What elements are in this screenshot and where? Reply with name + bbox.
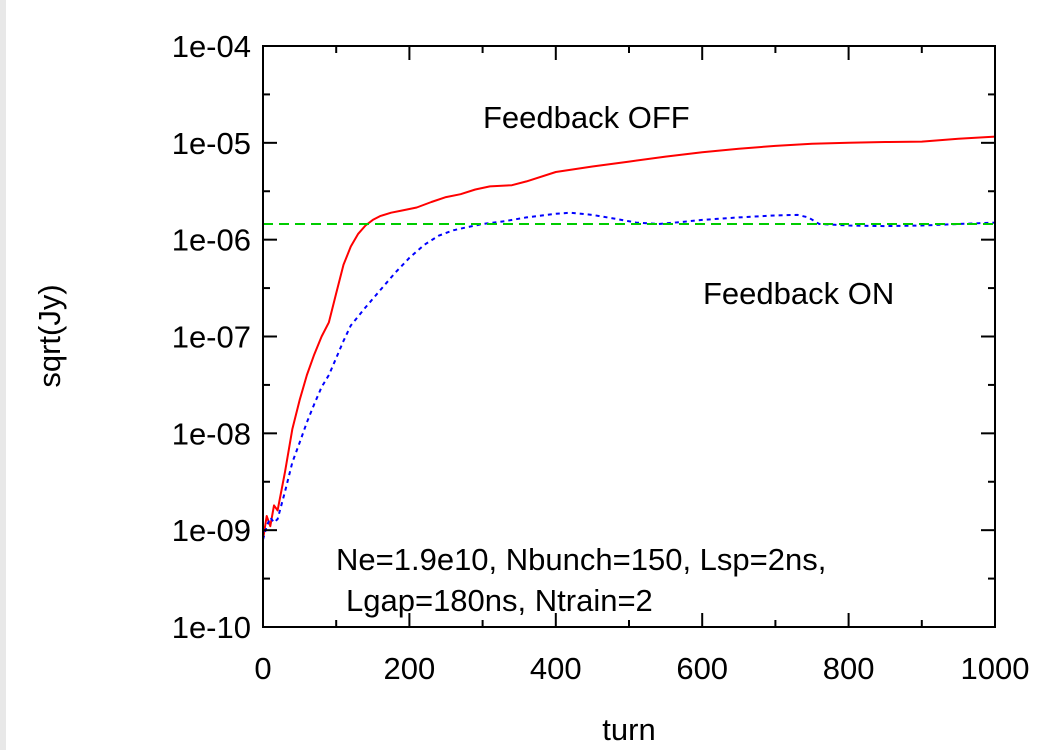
- annotation-feedback-on: Feedback ON: [703, 276, 894, 311]
- annotation-params-line1: Ne=1.9e10, Nbunch=150, Lsp=2ns,: [336, 542, 826, 577]
- y-tick-label: 1e-05: [172, 126, 251, 161]
- series-layer: [262, 135, 996, 540]
- series-line-feedback-off: [262, 135, 996, 540]
- y-tick-label: 1e-06: [172, 223, 251, 258]
- y-tick-label: 1e-09: [172, 513, 251, 548]
- x-tick-label: 0: [254, 651, 271, 686]
- x-axis-title: turn: [602, 712, 655, 747]
- tick-layer: [262, 45, 996, 628]
- x-tick-label: 800: [823, 651, 875, 686]
- x-tick-label: 200: [384, 651, 436, 686]
- annotation-params-line2: Lgap=180ns, Ntrain=2: [346, 583, 653, 618]
- annotation-feedback-off: Feedback OFF: [483, 100, 690, 135]
- y-tick-label: 1e-07: [172, 320, 251, 355]
- window-edge: [0, 0, 6, 750]
- y-tick-label: 1e-04: [172, 29, 251, 64]
- series-line-feedback-on: [262, 211, 996, 540]
- tick-label-layer: 0 200 400 600 800 1000 1e-10 1e-09 1e-08 1e-07 1e-…: [172, 29, 1030, 686]
- x-tick-label: 1000: [961, 651, 1030, 686]
- x-tick-label: 400: [530, 651, 582, 686]
- y-tick-label: 1e-08: [172, 416, 251, 451]
- y-tick-label: 1e-10: [172, 610, 251, 645]
- x-tick-label: 600: [676, 651, 728, 686]
- y-axis-title: sqrt(Jy): [32, 284, 67, 387]
